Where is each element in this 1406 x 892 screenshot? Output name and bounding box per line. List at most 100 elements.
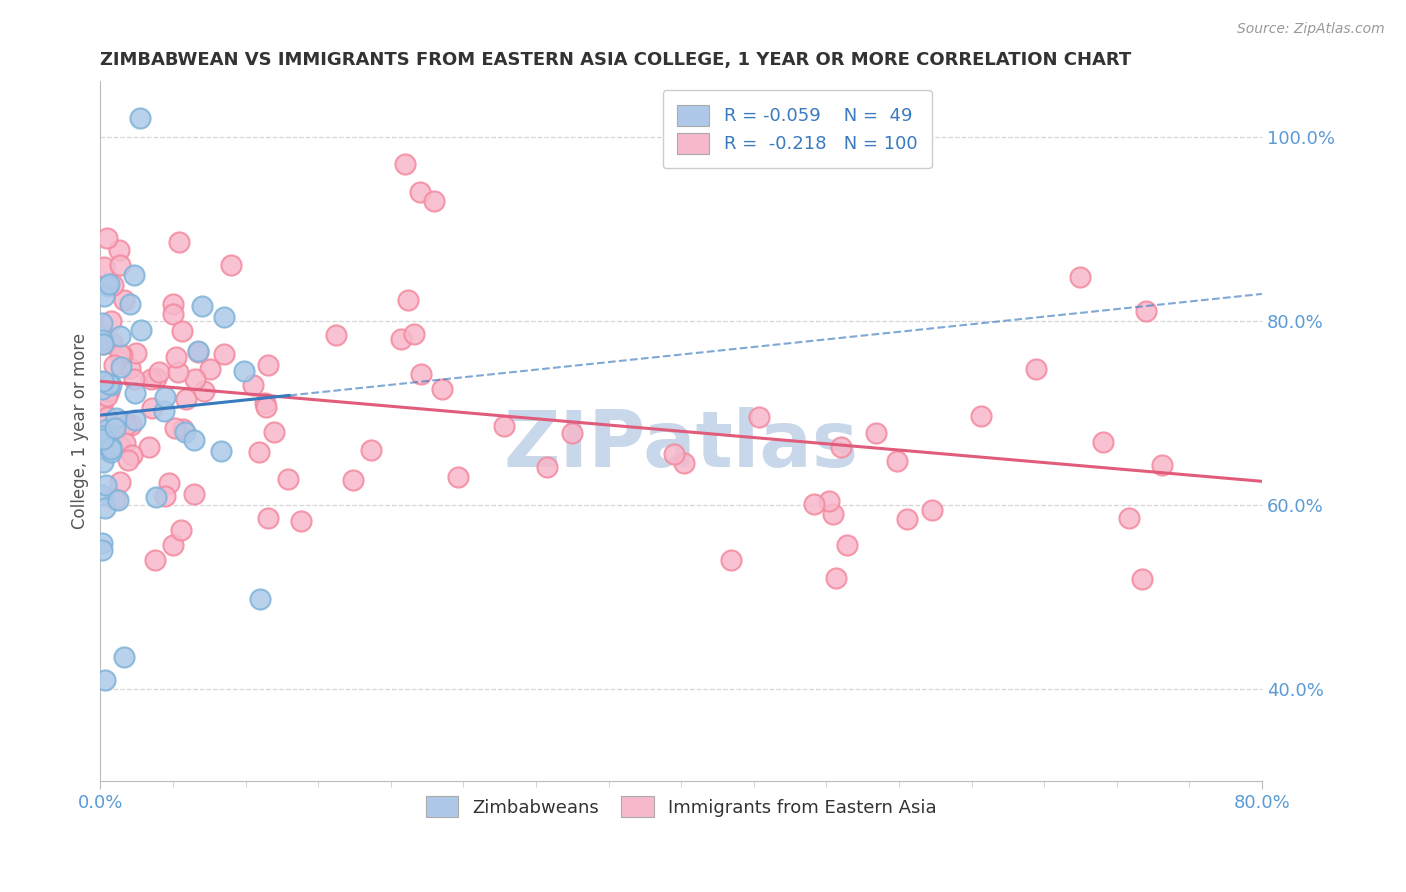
Point <box>91 488 114 502</box>
Point <box>896 512 918 526</box>
Point <box>93 288 115 302</box>
Point <box>111 348 134 362</box>
Point <box>233 364 256 378</box>
Point <box>342 473 364 487</box>
Point <box>163 421 186 435</box>
Y-axis label: College, 1 year or more: College, 1 year or more <box>72 333 89 529</box>
Point <box>108 243 131 257</box>
Point <box>91 316 114 330</box>
Point <box>212 310 235 324</box>
Point <box>191 299 214 313</box>
Point <box>90 382 112 396</box>
Point <box>672 456 695 470</box>
Point <box>94 478 117 492</box>
Point <box>561 425 583 440</box>
Point <box>94 434 117 449</box>
Point <box>865 426 887 441</box>
Point <box>139 372 162 386</box>
Point <box>115 417 138 432</box>
Point <box>91 333 114 347</box>
Point <box>112 293 135 307</box>
Point <box>93 442 115 457</box>
Legend: Zimbabweans, Immigrants from Eastern Asia: Zimbabweans, Immigrants from Eastern Asi… <box>419 789 943 824</box>
Point <box>360 443 382 458</box>
Point <box>200 362 222 376</box>
Text: ZIPatlas: ZIPatlas <box>503 407 859 483</box>
Point <box>114 436 136 450</box>
Point <box>120 297 142 311</box>
Point <box>242 378 264 392</box>
Point <box>165 351 187 365</box>
Point <box>117 452 139 467</box>
Point <box>921 503 943 517</box>
Point <box>103 358 125 372</box>
Point <box>104 411 127 425</box>
Point <box>170 523 193 537</box>
Point <box>404 326 426 341</box>
Point <box>152 404 174 418</box>
Point <box>823 507 845 521</box>
Point <box>110 439 132 453</box>
Point <box>409 185 432 199</box>
Point <box>167 235 190 250</box>
Point <box>124 386 146 401</box>
Point <box>818 494 841 508</box>
Point <box>389 332 412 346</box>
Point <box>187 345 209 359</box>
Point <box>1150 458 1173 473</box>
Point <box>254 400 277 414</box>
Point <box>112 650 135 665</box>
Point <box>447 469 470 483</box>
Point <box>91 337 114 351</box>
Point <box>125 345 148 359</box>
Point <box>145 371 167 385</box>
Point <box>129 322 152 336</box>
Point <box>98 384 121 398</box>
Point <box>886 454 908 468</box>
Point <box>90 543 112 558</box>
Point <box>172 324 194 338</box>
Point <box>157 476 180 491</box>
Point <box>1069 270 1091 285</box>
Point <box>96 231 118 245</box>
Point <box>100 378 122 392</box>
Point <box>91 374 114 388</box>
Point <box>141 401 163 415</box>
Point <box>221 258 243 272</box>
Point <box>409 367 432 381</box>
Point <box>394 157 416 171</box>
Point <box>110 359 132 374</box>
Point <box>172 422 194 436</box>
Point <box>110 329 132 343</box>
Point <box>183 433 205 447</box>
Point <box>183 486 205 500</box>
Point <box>1025 361 1047 376</box>
Point <box>720 552 742 566</box>
Point <box>100 314 122 328</box>
Point <box>174 425 197 440</box>
Point <box>91 429 114 443</box>
Point <box>193 384 215 399</box>
Text: Source: ZipAtlas.com: Source: ZipAtlas.com <box>1237 22 1385 37</box>
Point <box>432 383 454 397</box>
Point <box>91 455 114 469</box>
Point <box>122 372 145 386</box>
Point <box>209 443 232 458</box>
Point <box>121 448 143 462</box>
Point <box>162 307 184 321</box>
Point <box>143 553 166 567</box>
Point <box>110 475 132 490</box>
Point <box>247 445 270 459</box>
Point <box>124 268 146 282</box>
Point <box>803 496 825 510</box>
Point <box>120 361 142 376</box>
Point <box>96 279 118 293</box>
Point <box>120 417 142 432</box>
Point <box>138 441 160 455</box>
Point <box>1132 572 1154 586</box>
Point <box>100 440 122 454</box>
Point <box>93 501 115 516</box>
Point <box>91 337 114 351</box>
Point <box>93 436 115 450</box>
Point <box>748 410 770 425</box>
